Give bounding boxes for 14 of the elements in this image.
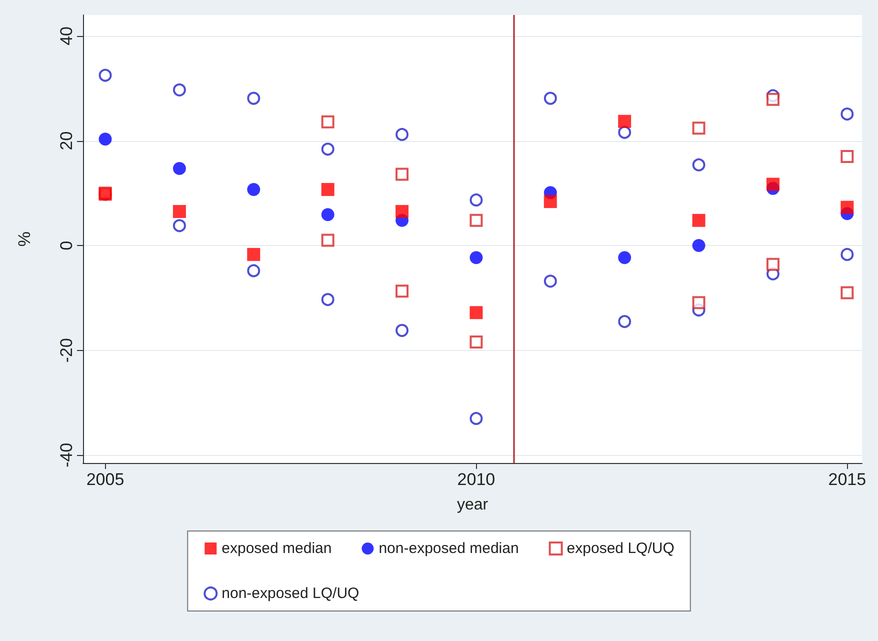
y-tick-label: -20 (57, 338, 76, 363)
y-tick-label: 40 (57, 26, 76, 46)
legend-label: exposed median (222, 540, 332, 557)
legend-label: exposed LQ/UQ (566, 540, 674, 557)
x-tick-label: 2015 (828, 470, 866, 489)
x-axis-title: year (456, 496, 489, 514)
y-tick-label: -40 (57, 442, 76, 468)
legend-label: non-exposed LQ/UQ (222, 585, 360, 602)
y-axis-title: % (15, 231, 34, 247)
legend-label: non-exposed median (378, 540, 519, 557)
x-tick-label: 2010 (457, 470, 496, 489)
y-tick-label: 20 (57, 131, 76, 150)
y-tick-label: 0 (57, 240, 76, 250)
x-tick-label: 2005 (86, 470, 124, 489)
